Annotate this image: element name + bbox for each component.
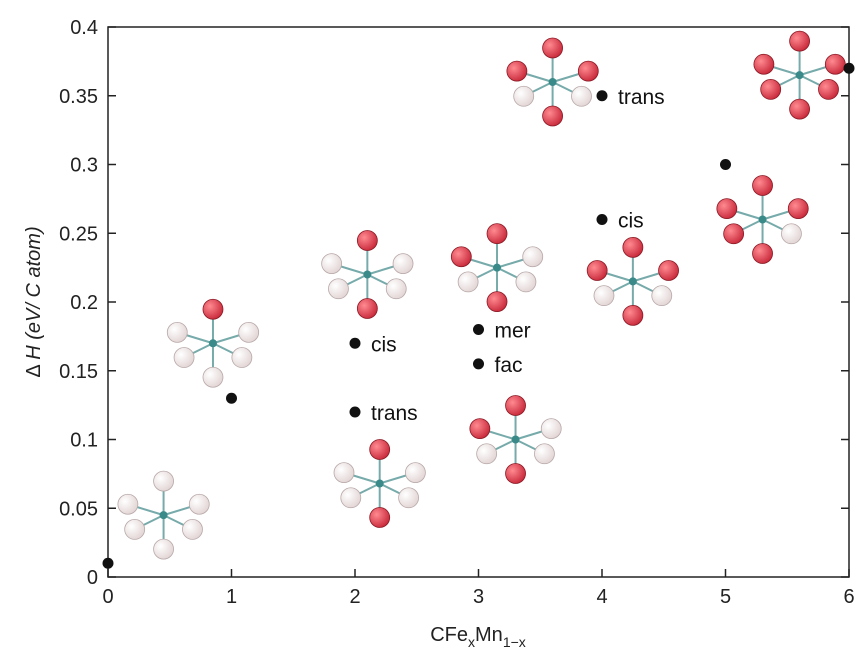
y-tick-label: 0 bbox=[87, 567, 98, 589]
y-axis-label: Δ H (eV/ C atom) bbox=[23, 226, 45, 377]
data-point bbox=[473, 324, 484, 335]
y-tick-label: 0.05 bbox=[59, 498, 98, 520]
molecule-icon bbox=[716, 175, 809, 264]
point-label: cis bbox=[618, 210, 644, 233]
molecule-icon bbox=[753, 30, 846, 120]
data-point bbox=[843, 62, 855, 74]
y-tick-label: 0.15 bbox=[59, 361, 98, 383]
point-label: trans bbox=[371, 402, 418, 425]
y-tick-label: 0.3 bbox=[70, 155, 98, 177]
x-tick-label: 2 bbox=[349, 586, 360, 608]
molecule-icon bbox=[506, 37, 599, 127]
point-label: mer bbox=[495, 320, 531, 343]
data-point bbox=[226, 392, 237, 404]
molecule-icon bbox=[469, 395, 562, 484]
molecule-icon bbox=[586, 236, 679, 326]
data-point bbox=[473, 358, 484, 370]
data-point bbox=[102, 557, 114, 569]
y-tick-label: 0.2 bbox=[70, 292, 98, 314]
x-axis-label: CFexMn1−x bbox=[430, 624, 526, 650]
x-tick-label: 5 bbox=[720, 586, 731, 608]
x-tick-label: 6 bbox=[843, 586, 854, 608]
y-tick-label: 0.1 bbox=[70, 430, 98, 452]
molecule-icon bbox=[333, 439, 426, 528]
tick-layer: 0 1 2 3 4 5 6 0 0.05 0.1 0.15 0.2 0.25 0.3 0.35 0.4 bbox=[59, 17, 855, 608]
y-tick-label: 0.25 bbox=[59, 223, 98, 245]
point-label: cis bbox=[371, 333, 397, 356]
molecule-icon bbox=[321, 230, 414, 319]
data-point bbox=[349, 337, 361, 349]
y-tick-label: 0.4 bbox=[70, 17, 98, 39]
y-tick-label: 0.35 bbox=[59, 86, 98, 108]
molecule-icon bbox=[166, 298, 260, 388]
data-point bbox=[596, 214, 608, 225]
molecule-icon bbox=[117, 470, 210, 560]
molecule-layer bbox=[117, 30, 846, 560]
data-point bbox=[349, 406, 361, 418]
point-label: trans bbox=[618, 86, 665, 109]
molecule-icon bbox=[450, 223, 544, 313]
x-tick-label: 1 bbox=[226, 586, 237, 608]
x-tick-label: 4 bbox=[596, 586, 607, 608]
data-point bbox=[720, 159, 731, 170]
data-point bbox=[596, 90, 608, 102]
point-label: fac bbox=[495, 354, 523, 377]
x-tick-label: 3 bbox=[473, 586, 484, 608]
point-layer: cis trans mer fac trans cis bbox=[102, 62, 855, 569]
x-tick-label: 0 bbox=[102, 586, 113, 608]
